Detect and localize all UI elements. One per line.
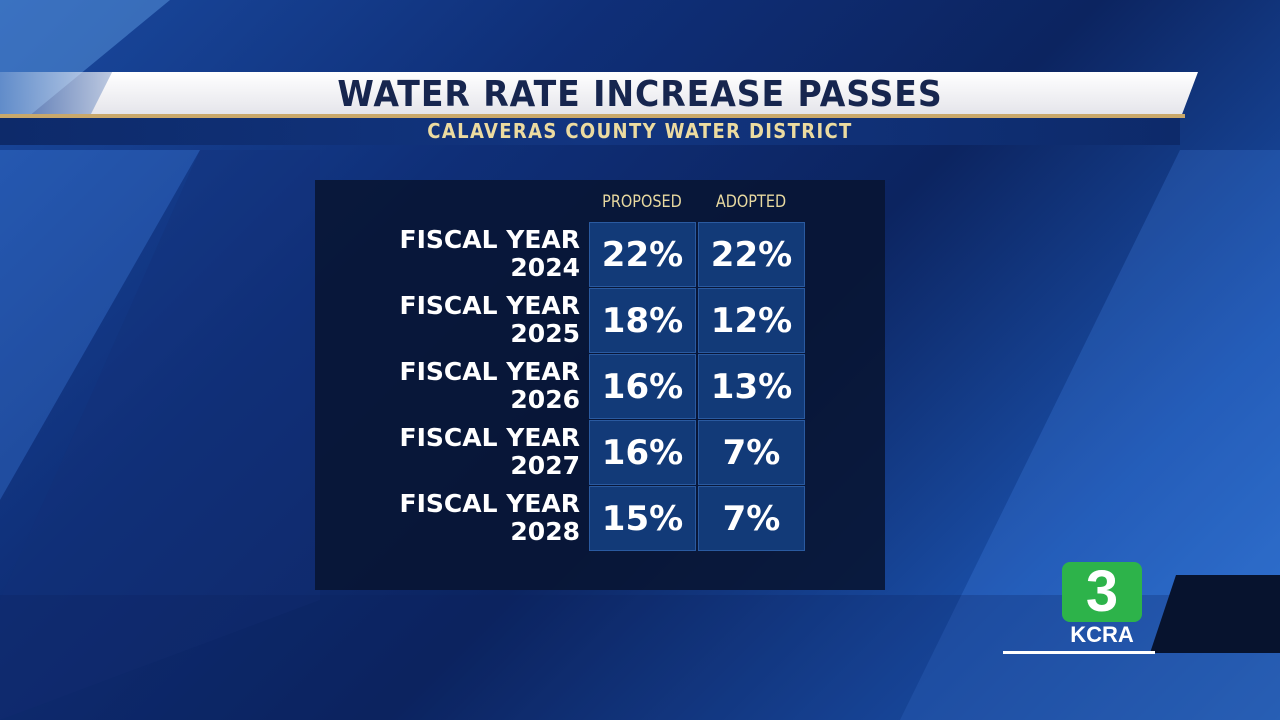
row-label: FISCAL YEAR 2024 xyxy=(330,225,581,282)
row-label-year: 2024 xyxy=(510,253,580,282)
row-label-year: 2028 xyxy=(510,517,580,546)
row-label-year: 2026 xyxy=(510,385,580,414)
adopted-cell: 22% xyxy=(698,222,805,287)
subheadline-bar xyxy=(0,118,1180,145)
headline: WATER RATE INCREASE PASSES xyxy=(337,74,943,115)
column-header-adopted: ADOPTED xyxy=(715,192,787,212)
subheadline: CALAVERAS COUNTY WATER DISTRICT xyxy=(427,119,853,143)
proposed-cell: 18% xyxy=(589,288,696,353)
row-label-line1: FISCAL YEAR xyxy=(399,291,581,320)
adopted-cell: 7% xyxy=(698,486,805,551)
row-label: FISCAL YEAR 2028 xyxy=(330,489,581,546)
row-label: FISCAL YEAR 2027 xyxy=(330,423,581,480)
gold-divider xyxy=(0,114,1185,118)
row-label-year: 2025 xyxy=(510,319,580,348)
proposed-cell: 22% xyxy=(589,222,696,287)
logo-underline xyxy=(1003,651,1155,654)
headline-banner xyxy=(90,72,1198,116)
adopted-cell: 7% xyxy=(698,420,805,485)
kcra-wordmark: KCRA xyxy=(1070,622,1134,647)
column-header-proposed: PROPOSED xyxy=(602,192,682,212)
kcra-3-logo: 3 xyxy=(1062,562,1142,622)
row-label-line1: FISCAL YEAR xyxy=(399,489,581,518)
row-label-line1: FISCAL YEAR xyxy=(399,357,581,386)
row-label-line1: FISCAL YEAR xyxy=(399,423,581,452)
proposed-cell: 15% xyxy=(589,486,696,551)
row-label-line1: FISCAL YEAR xyxy=(399,225,581,254)
row-label-year: 2027 xyxy=(510,451,580,480)
adopted-cell: 12% xyxy=(698,288,805,353)
row-label: FISCAL YEAR 2026 xyxy=(330,357,581,414)
row-label: FISCAL YEAR 2025 xyxy=(330,291,581,348)
proposed-cell: 16% xyxy=(589,420,696,485)
adopted-cell: 13% xyxy=(698,354,805,419)
proposed-cell: 16% xyxy=(589,354,696,419)
